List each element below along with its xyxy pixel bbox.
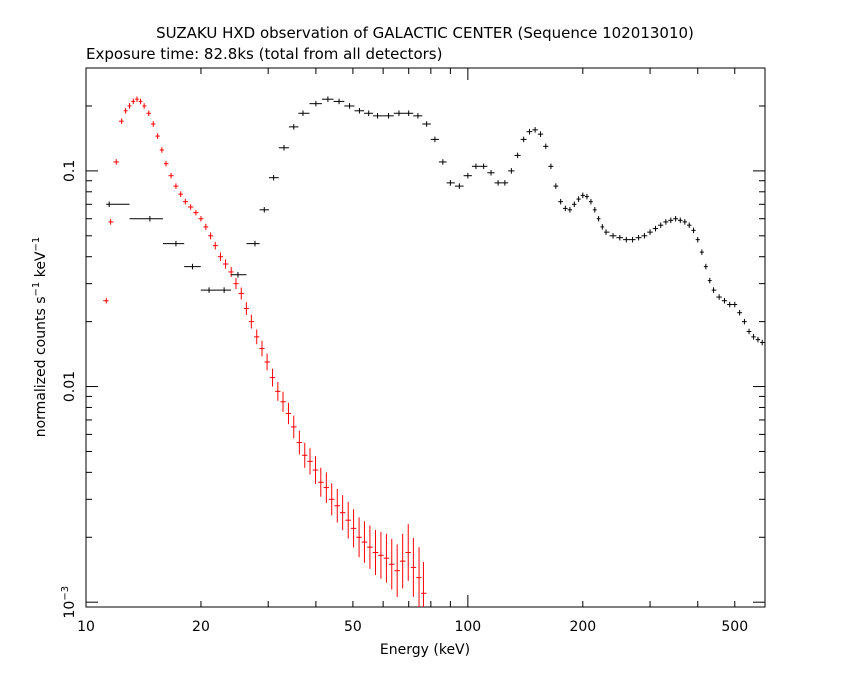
chart-title: SUZAKU HXD observation of GALACTIC CENTE… [156, 24, 694, 42]
plot-frame [85, 67, 766, 608]
y-axis-label: normalized counts s−1 keV−1 [31, 237, 49, 438]
series-layer [103, 96, 766, 607]
x-tick-label: 200 [569, 619, 596, 635]
y-tick-label: 0.1 [62, 160, 78, 182]
y-axis-label-exp2: −1 [31, 237, 42, 252]
y-tick-labels: 0.1 0.01 10−3 [60, 160, 78, 619]
x-tick-label: 100 [454, 619, 481, 635]
y-tick-label-exp: −3 [60, 586, 71, 601]
series-1 [106, 96, 766, 346]
y-tick-label-base: 10 [62, 601, 78, 619]
y-axis-label-exp1: −1 [31, 282, 42, 297]
x-tick-label: 10 [77, 619, 95, 635]
x-axis-label: Energy (keV) [380, 642, 470, 658]
x-tick-labels: 10 20 50 100 200 500 [77, 619, 748, 635]
y-tick-label: 10−3 [60, 586, 78, 619]
x-tick-label: 50 [344, 619, 362, 635]
x-tick-label: 20 [192, 619, 210, 635]
y-axis-label-mid: keV [33, 251, 49, 282]
y-axis-label-base: normalized counts s [33, 296, 49, 437]
x-tick-label: 500 [721, 619, 748, 635]
axis-ticks [85, 68, 766, 607]
chart-subtitle: Exposure time: 82.8ks (total from all de… [86, 45, 442, 63]
series-0 [103, 96, 427, 607]
y-tick-label: 0.01 [62, 371, 78, 402]
